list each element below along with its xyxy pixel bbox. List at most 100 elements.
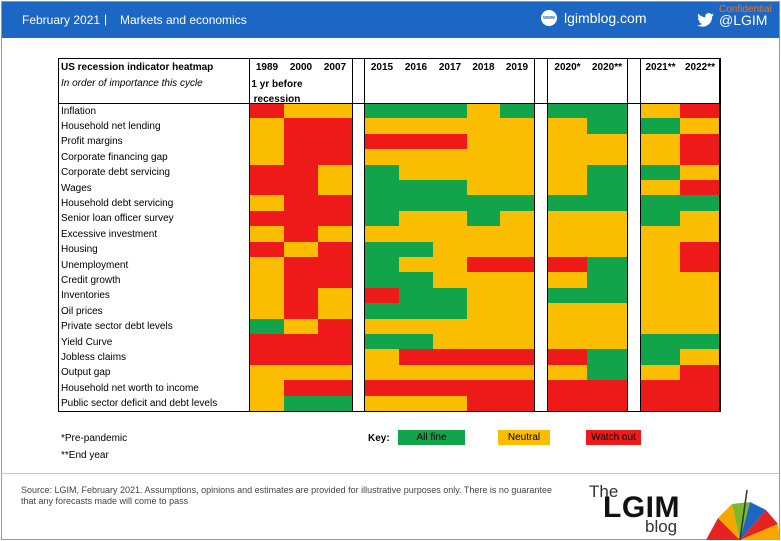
table-vertical-border bbox=[640, 58, 641, 412]
heatmap-cell bbox=[284, 103, 318, 119]
row-label: Output gap bbox=[61, 367, 111, 379]
globe-icon: www bbox=[541, 10, 557, 26]
heatmap-cell bbox=[641, 180, 680, 196]
heatmap-cell bbox=[284, 118, 318, 134]
blog-link[interactable]: www lgimblog.com bbox=[541, 10, 646, 26]
heatmap-cell bbox=[641, 380, 680, 396]
heatmap-cell bbox=[680, 303, 720, 319]
header-date: February 2021 bbox=[22, 13, 101, 27]
heatmap-cell bbox=[500, 241, 534, 257]
heatmap-cell bbox=[680, 164, 720, 180]
row-label: Unemployment bbox=[61, 259, 129, 271]
heatmap-cell bbox=[641, 164, 680, 180]
heatmap-cell bbox=[587, 226, 627, 242]
heatmap-cell bbox=[433, 380, 467, 396]
heatmap-cell bbox=[587, 349, 627, 365]
heatmap-cell bbox=[433, 241, 467, 257]
heatmap-cell bbox=[284, 195, 318, 211]
heatmap-cell bbox=[548, 395, 587, 411]
heatmap-cell bbox=[467, 380, 500, 396]
heatmap-cell bbox=[500, 180, 534, 196]
heatmap-cell bbox=[365, 241, 399, 257]
heatmap-cell bbox=[250, 195, 284, 211]
heatmap-cell bbox=[399, 303, 433, 319]
twitter-link[interactable]: @LGIM bbox=[697, 12, 767, 28]
table-vertical-border bbox=[534, 58, 535, 412]
heatmap-cell bbox=[365, 118, 399, 134]
heatmap-cell bbox=[548, 287, 587, 304]
row-label: Corporate financing gap bbox=[61, 151, 168, 163]
heatmap-cell bbox=[399, 380, 433, 396]
heatmap-cell bbox=[399, 103, 433, 119]
heatmap-cell bbox=[548, 241, 587, 257]
heatmap-cell bbox=[467, 334, 500, 350]
column-header-2020s: 2020* bbox=[554, 62, 581, 73]
heatmap-cell bbox=[587, 195, 627, 211]
heatmap-cell bbox=[680, 272, 720, 288]
heatmap-cell bbox=[587, 118, 627, 134]
heatmap-cell bbox=[548, 164, 587, 180]
table-vertical-border bbox=[249, 58, 250, 412]
heatmap-cell bbox=[641, 118, 680, 134]
heatmap-cell bbox=[284, 133, 318, 150]
column-header-2018: 2018 bbox=[472, 62, 495, 73]
row-label: Inflation bbox=[61, 105, 97, 117]
heatmap-cell bbox=[250, 257, 284, 273]
heatmap-cell bbox=[433, 364, 467, 381]
heatmap-cell bbox=[284, 287, 318, 304]
row-label: Public sector deficit and debt levels bbox=[61, 398, 218, 410]
heatmap-cell bbox=[587, 149, 627, 165]
heatmap-cell bbox=[500, 257, 534, 273]
heatmap-cell bbox=[680, 318, 720, 334]
heatmap-cell bbox=[641, 395, 680, 411]
heatmap-cell bbox=[433, 318, 467, 334]
heatmap-cell bbox=[250, 318, 284, 334]
heatmap-cell bbox=[399, 334, 433, 350]
heatmap-cell bbox=[365, 303, 399, 319]
heatmap-cell bbox=[284, 241, 318, 257]
column-header-2019: 2019 bbox=[505, 62, 529, 73]
heatmap-cell bbox=[500, 164, 534, 180]
row-label: Jobless claims bbox=[61, 351, 127, 363]
heatmap-cell bbox=[548, 133, 587, 150]
heatmap-cell bbox=[250, 103, 284, 119]
heatmap-cell bbox=[318, 210, 352, 227]
heatmap-cell bbox=[500, 380, 534, 396]
heatmap-cell bbox=[548, 272, 587, 288]
heatmap-cell bbox=[250, 272, 284, 288]
heatmap-cell bbox=[500, 210, 534, 227]
heatmap-cell bbox=[250, 395, 284, 411]
column-header-2022ss: 2022** bbox=[684, 62, 716, 73]
heatmap-cell bbox=[399, 318, 433, 334]
row-label: Private sector debt levels bbox=[61, 321, 173, 333]
heatmap-cell bbox=[433, 272, 467, 288]
heatmap-cell bbox=[365, 164, 399, 180]
heatmap-cell bbox=[399, 195, 433, 211]
row-label: Corporate debt servicing bbox=[61, 167, 170, 179]
heatmap-cell bbox=[467, 195, 500, 211]
heatmap-cell bbox=[587, 180, 627, 196]
heatmap-cell bbox=[467, 318, 500, 334]
heatmap-cell bbox=[365, 395, 399, 411]
row-label: Housing bbox=[61, 244, 98, 256]
table-vertical-border bbox=[627, 58, 628, 412]
heatmap-cell bbox=[284, 395, 318, 411]
heatmap-cell bbox=[548, 334, 587, 350]
heatmap-cell bbox=[680, 334, 720, 350]
heatmap-cell bbox=[399, 272, 433, 288]
logo-blog: blog bbox=[645, 517, 678, 536]
heatmap-cell bbox=[467, 164, 500, 180]
heatmap-cell bbox=[467, 210, 500, 227]
heatmap-cell bbox=[467, 303, 500, 319]
row-label: Oil prices bbox=[61, 305, 103, 317]
heatmap-cell bbox=[399, 395, 433, 411]
heatmap-cell bbox=[433, 257, 467, 273]
heatmap-cell bbox=[587, 210, 627, 227]
heatmap-cell bbox=[587, 287, 627, 304]
heatmap-cell bbox=[680, 118, 720, 134]
heatmap-cell bbox=[250, 180, 284, 196]
heatmap-cell bbox=[250, 334, 284, 350]
heatmap-cell bbox=[318, 395, 352, 411]
column-header-2021ss: 2021** bbox=[645, 62, 676, 73]
heatmap-cell bbox=[500, 226, 534, 242]
